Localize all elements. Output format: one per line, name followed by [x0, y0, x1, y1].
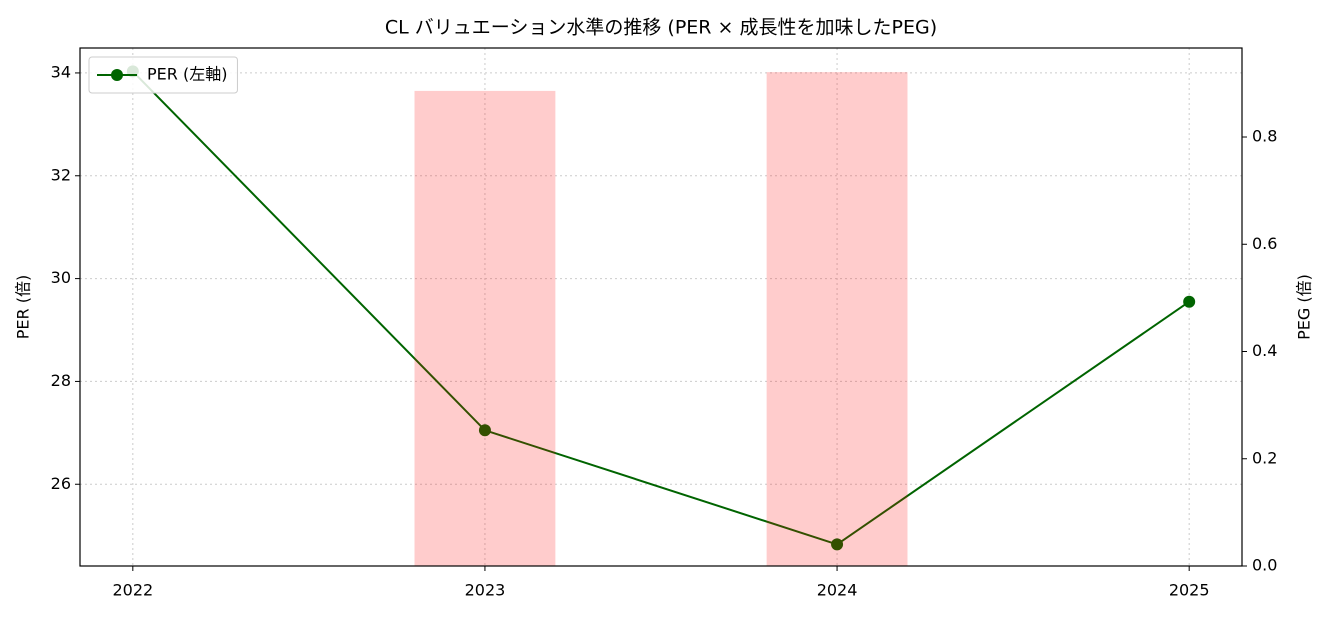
- y2-tick-label: 0.6: [1252, 234, 1277, 253]
- x-tick-label: 2024: [817, 581, 858, 600]
- y2-tick-label: 0.2: [1252, 448, 1277, 467]
- point: [478, 424, 491, 437]
- y-tick-label: 30: [51, 268, 71, 287]
- y2-tick-label: 0.0: [1252, 556, 1277, 575]
- chart-title: CL バリュエーション水準の推移 (PER × 成長性を加味したPEG): [385, 17, 937, 39]
- point: [831, 538, 844, 551]
- legend: PER (左軸): [88, 56, 238, 94]
- legend-box: [88, 56, 238, 94]
- y2-axis-label: PEG (倍): [1295, 274, 1314, 340]
- x-tick-label: 2023: [465, 581, 506, 600]
- y-tick-label: 32: [51, 165, 71, 184]
- y-tick-label: 26: [51, 474, 71, 493]
- legend-label: PER (左軸): [147, 65, 227, 84]
- x-tick-label: 2022: [112, 581, 153, 600]
- y-axis-label: PER (倍): [14, 275, 33, 339]
- y2-tick-label: 0.8: [1252, 127, 1277, 146]
- bar: [766, 72, 908, 566]
- y2-tick-label: 0.4: [1252, 341, 1277, 360]
- legend-marker: [111, 69, 123, 81]
- point: [1183, 295, 1196, 308]
- line: [132, 70, 1190, 546]
- plot-frame: [79, 47, 1243, 567]
- y-tick-label: 34: [51, 62, 71, 81]
- bar: [414, 90, 556, 566]
- y-tick-label: 28: [51, 371, 71, 390]
- x-tick-label: 2025: [1169, 581, 1210, 600]
